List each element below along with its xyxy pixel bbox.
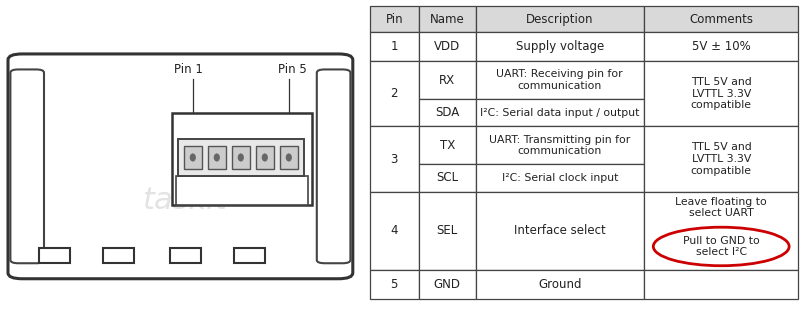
Text: SCL: SCL: [436, 172, 458, 184]
Text: 5V ± 10%: 5V ± 10%: [692, 40, 750, 53]
FancyBboxPatch shape: [317, 69, 350, 263]
Text: UART: Transmitting pin for
communication: UART: Transmitting pin for communication: [489, 135, 630, 156]
Text: 3: 3: [390, 152, 398, 165]
Bar: [39, 248, 70, 263]
Text: Ground: Ground: [538, 278, 582, 291]
Bar: [419, 32, 475, 61]
Text: Name: Name: [430, 13, 465, 26]
Bar: [419, 126, 475, 164]
Text: Supply voltage: Supply voltage: [516, 40, 604, 53]
Text: UART: Receiving pin for
communication: UART: Receiving pin for communication: [497, 69, 623, 91]
Bar: [475, 270, 644, 299]
Text: Pull to GND to
select I²C: Pull to GND to select I²C: [683, 236, 759, 257]
Bar: [280, 146, 298, 169]
Bar: [475, 32, 644, 61]
Bar: [644, 6, 798, 32]
Text: Leave floating to
select UART: Leave floating to select UART: [675, 196, 767, 218]
Text: SDA: SDA: [435, 106, 459, 119]
Bar: [232, 146, 250, 169]
Bar: [172, 113, 312, 205]
Ellipse shape: [190, 153, 196, 162]
Bar: [475, 192, 644, 270]
Text: TTL 5V and
LVTTL 3.3V
compatible: TTL 5V and LVTTL 3.3V compatible: [690, 142, 752, 176]
Bar: [370, 32, 419, 61]
Bar: [475, 6, 644, 32]
Bar: [370, 61, 419, 126]
Text: RX: RX: [439, 74, 455, 87]
Text: GND: GND: [434, 278, 461, 291]
Bar: [644, 61, 798, 126]
Bar: [103, 248, 134, 263]
Bar: [370, 270, 419, 299]
Bar: [370, 192, 419, 270]
Text: SEL: SEL: [437, 224, 458, 237]
Bar: [419, 61, 475, 99]
Bar: [184, 146, 202, 169]
Text: 4: 4: [390, 224, 398, 237]
Text: 2: 2: [390, 87, 398, 100]
Text: taskit: taskit: [142, 186, 226, 215]
Bar: [234, 248, 265, 263]
FancyBboxPatch shape: [10, 69, 44, 263]
Text: I²C: Serial data input / output: I²C: Serial data input / output: [480, 108, 639, 118]
Text: I²C: Serial clock input: I²C: Serial clock input: [502, 173, 618, 183]
FancyBboxPatch shape: [8, 54, 353, 279]
Text: 5: 5: [390, 278, 398, 291]
Bar: [419, 270, 475, 299]
Text: TTL 5V and
LVTTL 3.3V
compatible: TTL 5V and LVTTL 3.3V compatible: [690, 77, 752, 110]
Bar: [256, 146, 274, 169]
Bar: [176, 176, 308, 205]
Ellipse shape: [262, 153, 268, 162]
Text: Pin 1: Pin 1: [174, 63, 203, 76]
Bar: [178, 139, 304, 176]
Bar: [419, 99, 475, 126]
Bar: [370, 126, 419, 192]
Bar: [419, 6, 475, 32]
Bar: [170, 248, 201, 263]
Bar: [208, 146, 226, 169]
Text: Interface select: Interface select: [514, 224, 606, 237]
Text: Pin 5: Pin 5: [278, 63, 307, 76]
Text: Comments: Comments: [690, 13, 754, 26]
Bar: [475, 99, 644, 126]
Bar: [644, 192, 798, 270]
Text: TX: TX: [439, 139, 455, 152]
Bar: [644, 126, 798, 192]
Text: 1: 1: [390, 40, 398, 53]
Bar: [475, 126, 644, 164]
Ellipse shape: [286, 153, 292, 162]
Text: VDD: VDD: [434, 40, 460, 53]
Bar: [644, 270, 798, 299]
Ellipse shape: [238, 153, 244, 162]
Bar: [475, 164, 644, 192]
Bar: [644, 32, 798, 61]
Text: Description: Description: [526, 13, 594, 26]
Ellipse shape: [214, 153, 220, 162]
Bar: [419, 192, 475, 270]
Bar: [419, 164, 475, 192]
Bar: [475, 61, 644, 99]
Bar: [370, 6, 419, 32]
Text: Pin: Pin: [386, 13, 403, 26]
